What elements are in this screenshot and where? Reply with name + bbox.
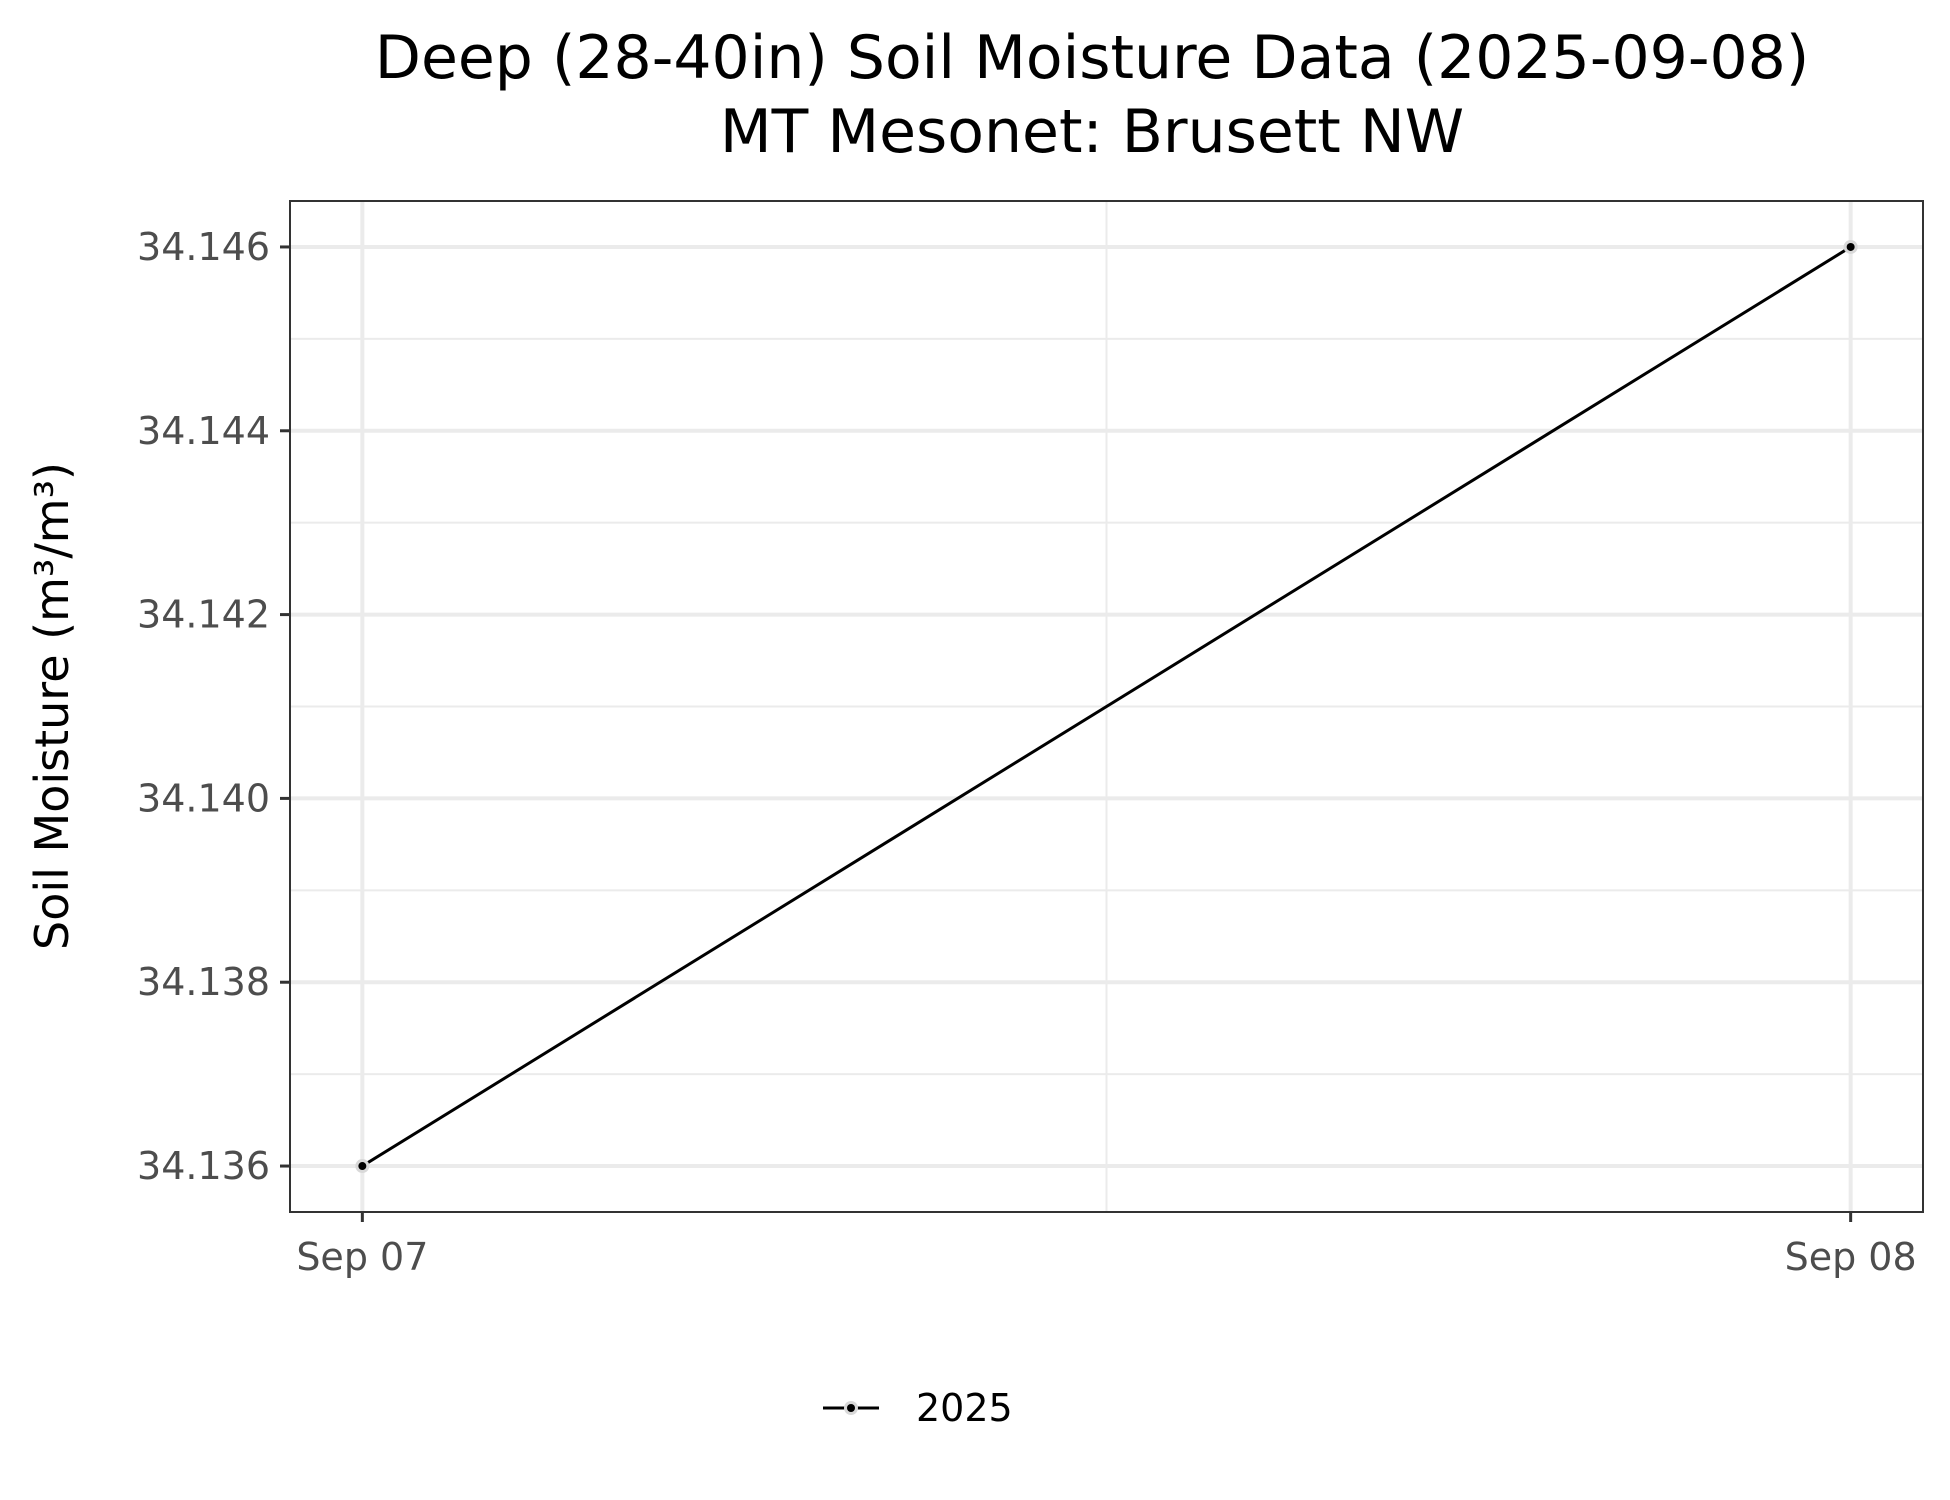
axes: 34.136 34.138 34.140 34.142 34.144 34.146 Sep … (137, 225, 1917, 1279)
data-point (358, 1162, 367, 1171)
y-tick-label: 34.136 (137, 1144, 270, 1188)
data-point (1846, 242, 1855, 251)
series-line (361, 245, 1852, 1168)
chart-title: Deep (28-40in) Soil Moisture Data (2025-… (375, 23, 1809, 93)
y-axis-title: Soil Moisture (m³/m³) (25, 462, 79, 950)
y-tick-label: 34.142 (137, 593, 270, 637)
legend-key-point (847, 1404, 855, 1412)
x-tick-label: Sep 07 (296, 1235, 428, 1279)
y-tick-label: 34.146 (137, 225, 270, 269)
plot-border (289, 200, 1924, 1213)
y-tick-label: 34.140 (137, 776, 270, 820)
series-layer (355, 239, 1858, 1174)
legend: 2025 (823, 1386, 1013, 1430)
legend-label: 2025 (916, 1386, 1013, 1430)
x-tick-label: Sep 08 (1785, 1235, 1917, 1279)
chart-subtitle: MT Mesonet: Brusett NW (720, 97, 1464, 167)
y-tick-label: 34.138 (137, 960, 270, 1004)
y-tick-label: 34.144 (137, 409, 270, 453)
grid (290, 201, 1923, 1212)
